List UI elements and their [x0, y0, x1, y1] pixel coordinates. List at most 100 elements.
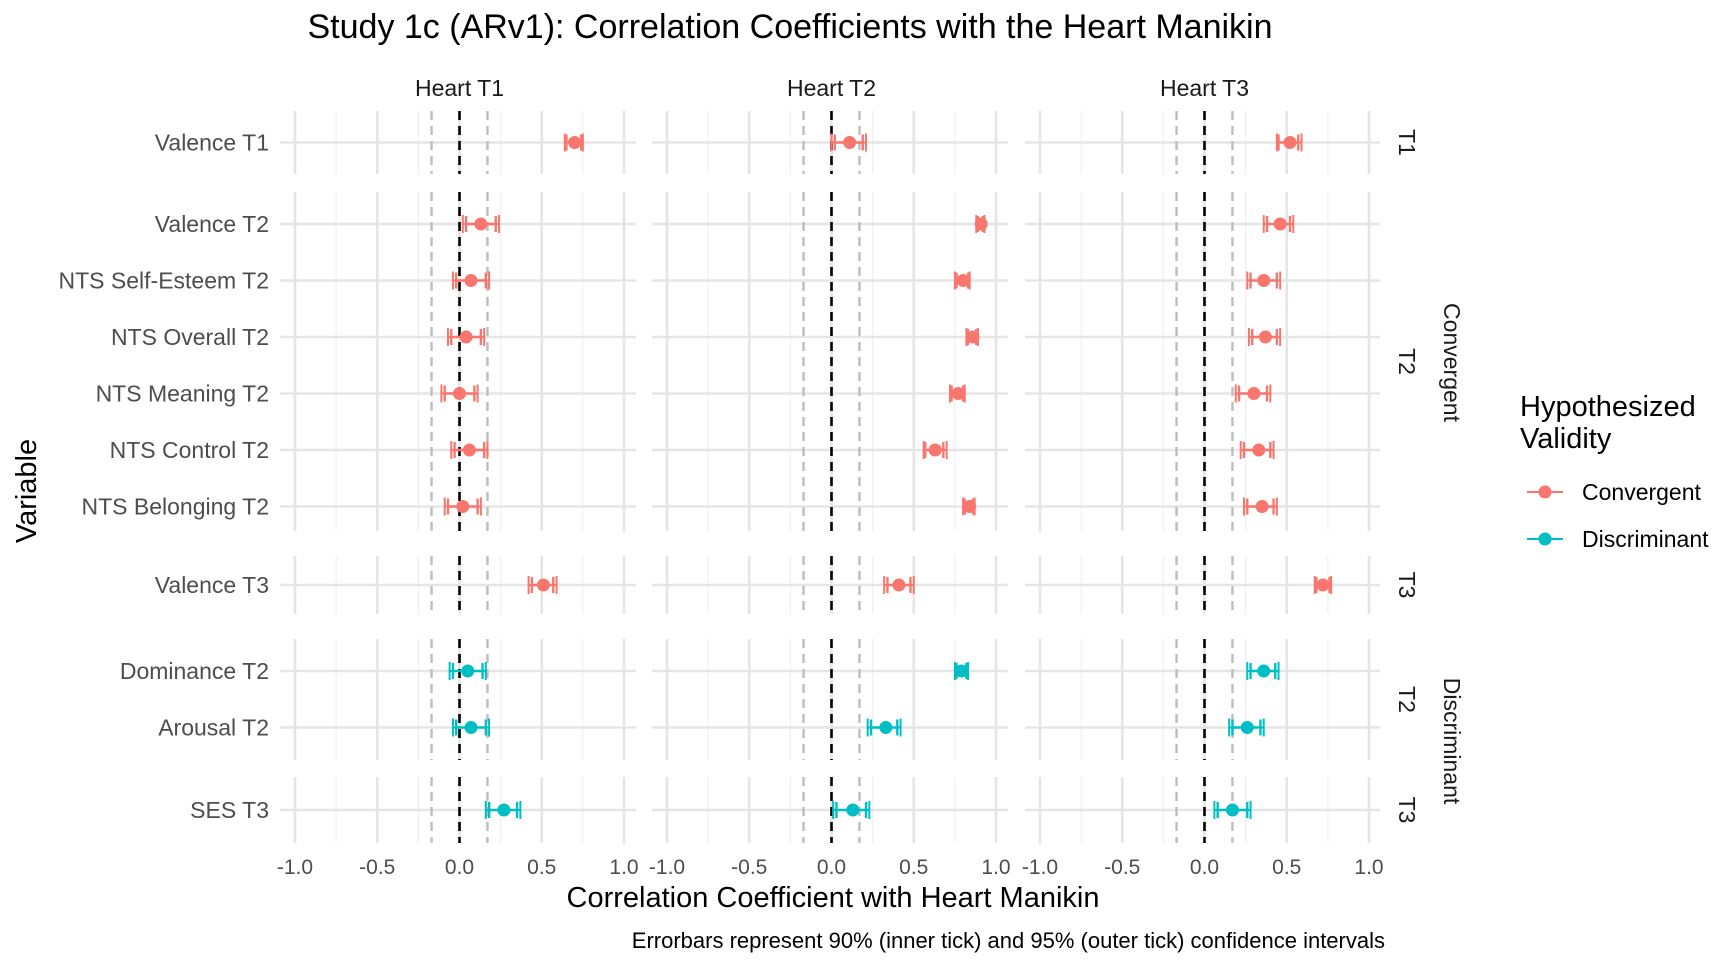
errorbar-point [1247, 328, 1282, 346]
errorbar-point [1242, 497, 1278, 516]
errorbar-point [443, 497, 482, 516]
errorbar-point [883, 576, 915, 594]
errorbar-point [974, 215, 988, 233]
errorbar-point [527, 576, 558, 594]
x-axis-label: Correlation Coefficient with Heart Manik… [567, 882, 1100, 914]
errorbar-point [461, 215, 500, 233]
x-tick-label: -1.0 [1022, 856, 1058, 879]
estimate-point [1273, 217, 1287, 231]
chart-title: Study 1c (ARv1): Correlation Coefficient… [308, 8, 1273, 46]
x-tick-label: -1.0 [649, 856, 685, 879]
estimate-point [497, 803, 511, 817]
legend-label: Convergent [1582, 479, 1702, 505]
facet-group-label: Convergent [1439, 303, 1465, 423]
y-axis-label: Variable [11, 439, 43, 543]
errorbar-point [948, 384, 966, 403]
y-tick-label: NTS Overall T2 [111, 324, 269, 350]
estimate-point [1255, 500, 1269, 513]
y-tick-label: SES T3 [190, 797, 269, 823]
errorbar-point [1313, 576, 1333, 594]
estimate-point [474, 217, 488, 231]
y-tick-label: NTS Control T2 [110, 437, 269, 463]
estimate-point [461, 664, 475, 678]
errorbar-point [1262, 215, 1295, 233]
facet-row-label: T3 [1394, 797, 1420, 824]
estimate-point [453, 387, 466, 400]
estimate-point [1240, 721, 1254, 734]
y-tick-label: Dominance T2 [120, 658, 269, 684]
y-tick-label: NTS Meaning T2 [96, 381, 269, 407]
facet-row-label: T2 [1394, 348, 1420, 375]
facet-column-label: Heart T3 [1160, 75, 1249, 101]
errorbar-point [563, 133, 584, 152]
x-tick-label: -0.5 [1104, 856, 1140, 879]
errorbar-point [922, 441, 948, 459]
facet-row-label: T1 [1394, 129, 1420, 156]
errorbar-point [830, 133, 868, 152]
y-tick-label: NTS Self-Esteem T2 [59, 268, 269, 294]
legend-title: Hypothesized Validity [1520, 391, 1696, 455]
estimate-point [464, 274, 478, 287]
errorbar-point [451, 718, 491, 737]
chart-caption: Errorbars represent 90% (inner tick) and… [632, 928, 1385, 953]
x-tick-label: 0.5 [899, 856, 928, 879]
errorbar-point [1213, 801, 1252, 819]
legend-entry: Convergent [1527, 479, 1702, 505]
estimate-point [1257, 664, 1271, 678]
errorbar-point [866, 718, 902, 737]
estimate-point [1258, 330, 1272, 344]
estimate-point [536, 578, 550, 592]
x-tick-label: 1.0 [981, 856, 1010, 879]
estimate-point [459, 330, 473, 344]
x-tick-label: -0.5 [359, 856, 395, 879]
errorbar-point [1246, 271, 1282, 290]
estimate-point [963, 500, 977, 513]
legend: Hypothesized Validity Convergent Discrimina… [1520, 391, 1709, 552]
y-tick-label: Arousal T2 [158, 715, 269, 741]
x-tick-label: 0.5 [527, 856, 556, 879]
errorbar-point [484, 801, 522, 819]
estimate-point [928, 443, 942, 457]
y-tick-label: Valence T3 [155, 572, 269, 598]
y-tick-label: Valence T1 [155, 130, 269, 156]
x-tick-label: -0.5 [731, 856, 767, 879]
estimate-point [1247, 387, 1261, 400]
errorbar-point [953, 271, 971, 290]
errorbar-point [448, 662, 487, 680]
errorbar-point [1246, 662, 1280, 680]
estimate-point [954, 664, 968, 678]
y-tick-label: NTS Belonging T2 [81, 494, 269, 520]
errorbar-point [446, 328, 486, 346]
estimate-point [1283, 136, 1297, 149]
x-tick-label: 0.0 [1190, 856, 1219, 879]
errorbar-point [1228, 718, 1265, 737]
estimate-point [951, 387, 965, 400]
errorbar-point [965, 328, 980, 346]
errorbar-point [1234, 384, 1272, 403]
facet-row-label: T2 [1394, 686, 1420, 713]
estimate-point [1316, 578, 1330, 592]
estimate-point [1252, 443, 1266, 457]
y-tick-label: Valence T2 [155, 211, 269, 237]
x-tick-label: 0.5 [1272, 856, 1301, 879]
errorbar-point [440, 384, 479, 403]
facet-column-label: Heart T2 [787, 75, 876, 101]
estimate-point [1257, 274, 1271, 287]
errorbar-point [953, 662, 970, 680]
x-tick-label: -1.0 [277, 856, 313, 879]
estimate-point [568, 136, 582, 149]
legend-label: Discriminant [1582, 526, 1709, 552]
estimate-point [462, 443, 476, 457]
estimate-point [846, 803, 860, 817]
facet-row-label: T3 [1394, 572, 1420, 599]
estimate-point [464, 721, 478, 734]
estimate-point [966, 330, 980, 344]
errorbar-point [1275, 133, 1303, 152]
errorbar-point [1239, 441, 1275, 459]
x-tick-label: 1.0 [609, 856, 638, 879]
legend-entry: Discriminant [1527, 526, 1709, 552]
estimate-point [974, 217, 988, 231]
errorbar-point [450, 441, 489, 459]
estimate-point [956, 274, 970, 287]
